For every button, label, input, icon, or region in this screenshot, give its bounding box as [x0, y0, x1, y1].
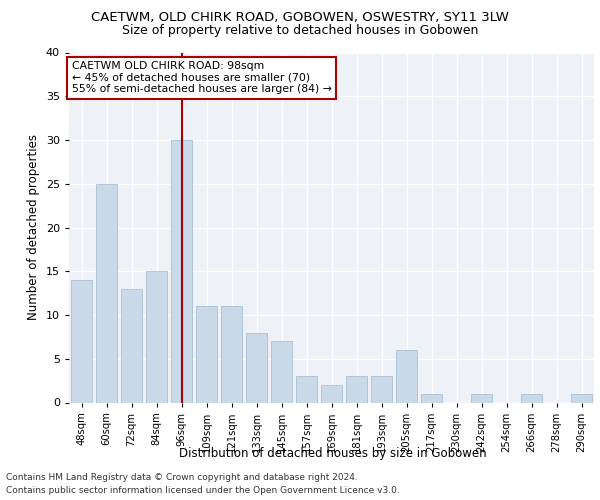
Bar [521, 394, 542, 402]
Text: Contains public sector information licensed under the Open Government Licence v3: Contains public sector information licen… [6, 486, 400, 495]
Bar [271, 341, 292, 402]
Bar [196, 306, 217, 402]
Text: Contains HM Land Registry data © Crown copyright and database right 2024.: Contains HM Land Registry data © Crown c… [6, 472, 358, 482]
Bar [321, 385, 342, 402]
Bar [371, 376, 392, 402]
Y-axis label: Number of detached properties: Number of detached properties [27, 134, 40, 320]
Bar [71, 280, 92, 402]
Bar [246, 332, 267, 402]
Bar [96, 184, 117, 402]
Bar [121, 289, 142, 403]
Bar [421, 394, 442, 402]
Bar [296, 376, 317, 402]
Bar [396, 350, 417, 403]
Bar [146, 271, 167, 402]
Text: CAETWM, OLD CHIRK ROAD, GOBOWEN, OSWESTRY, SY11 3LW: CAETWM, OLD CHIRK ROAD, GOBOWEN, OSWESTR… [91, 11, 509, 24]
Bar [471, 394, 492, 402]
Text: Size of property relative to detached houses in Gobowen: Size of property relative to detached ho… [122, 24, 478, 37]
Text: CAETWM OLD CHIRK ROAD: 98sqm
← 45% of detached houses are smaller (70)
55% of se: CAETWM OLD CHIRK ROAD: 98sqm ← 45% of de… [71, 61, 331, 94]
Text: Distribution of detached houses by size in Gobowen: Distribution of detached houses by size … [179, 448, 487, 460]
Bar [171, 140, 192, 402]
Bar [571, 394, 592, 402]
Bar [346, 376, 367, 402]
Bar [221, 306, 242, 402]
